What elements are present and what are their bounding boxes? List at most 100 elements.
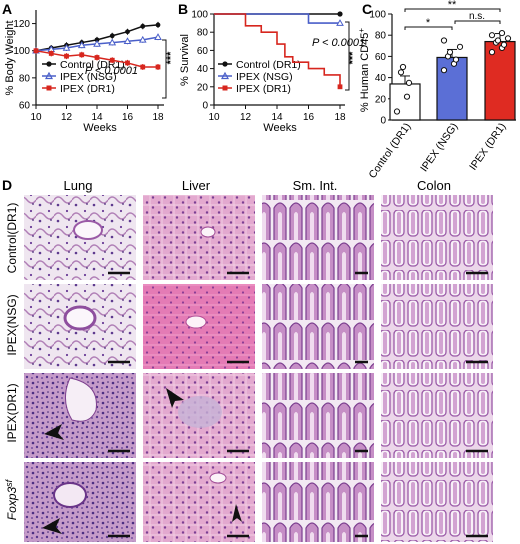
panel-b-significance: *** [347, 51, 359, 65]
legend-marker-ipex-nsg [220, 71, 230, 80]
legend-marker-control [46, 61, 52, 67]
panel-c-bar [436, 56, 468, 121]
legend-marker-ipex-nsg [44, 71, 54, 80]
panel-a-x-tick-label: 14 [91, 112, 103, 123]
micrograph-control-liver [143, 195, 255, 280]
panel-b-y-tick-label: 100 [191, 10, 208, 21]
panel-a-sig-bracket [162, 39, 167, 99]
panel-b-y-tick-label: 20 [197, 82, 209, 93]
panel-c-data-point [397, 69, 405, 76]
panel-d-histology: Lung Liver Sm. Int. Colon Control(DR1) I… [4, 178, 493, 542]
vessel-shape [200, 226, 216, 238]
panel-c-cd45-chart: % Human CD45+ ** * n.s. 0 20 40 60 80 100 Cont… [357, 0, 516, 181]
legend-label-ipex-nsg: IPEX (NSG) [60, 71, 117, 83]
micrograph-ipex-nsg-small-intestine [262, 284, 374, 369]
panel-b-sig-bracket [345, 21, 350, 91]
column-header-liver: Liver [182, 178, 211, 193]
panel-a-point [62, 43, 71, 51]
panel-b-x-tick-label: 10 [208, 112, 220, 123]
micrograph-control-small-intestine [262, 195, 374, 280]
micrograph-foxp3-liver [143, 462, 255, 542]
panel-a-point [155, 22, 161, 28]
legend-label-ipex-nsg: IPEX (NSG) [236, 71, 293, 83]
panel-c-ylabel-text: % Human CD45 [359, 33, 371, 112]
micrograph-ipex-dr1-colon [381, 373, 493, 458]
panel-a-legend: Control (DR1) IPEX (NSG) IPEX (DR1) [42, 59, 125, 95]
row-label-control-dr1: Control(DR1) [5, 203, 19, 274]
panel-a-x-tick-label: 18 [152, 112, 164, 123]
micrograph-control-colon [381, 195, 493, 280]
panel-c-y-tick-label: 80 [375, 31, 387, 42]
panel-c-data-point [494, 37, 502, 44]
sig-label-left: * [426, 17, 431, 29]
panel-c-data-point [488, 32, 496, 39]
legend-label-ipex-dr1: IPEX (DR1) [236, 83, 291, 95]
panel-c-y-tick-label: 20 [375, 94, 387, 105]
panel-c-y-tick-label: 0 [380, 116, 386, 127]
panel-b-x-tick-label: 16 [303, 112, 315, 123]
micrograph-foxp3-small-intestine [262, 462, 374, 542]
panel-c-y-tick-label: 100 [369, 10, 386, 21]
panel-c-data-point [446, 49, 454, 56]
panel-a-y-tick-label: 60 [19, 101, 31, 112]
panel-a-point [94, 37, 100, 43]
panel-b-x-tick-label: 12 [240, 112, 252, 123]
row-label-foxp3-sup: sf [4, 478, 14, 487]
panel-a-point [48, 51, 54, 56]
panel-c-data-point [399, 63, 407, 71]
row-label-foxp3: Foxp3sf [4, 478, 19, 520]
sig-bracket-left [404, 26, 453, 30]
sig-label-top: ** [448, 0, 457, 11]
panel-c-data-point [393, 108, 401, 115]
micrograph-ipex-dr1-small-intestine [262, 373, 374, 458]
panel-a-point [140, 64, 146, 70]
panel-a-point [94, 55, 100, 60]
panel-b-survival-curve [214, 13, 341, 87]
legend-marker-ipex-dr1 [46, 85, 52, 91]
panel-a-point [125, 60, 130, 66]
panel-a-pvalue: P < 0.0001 [85, 65, 138, 77]
panel-a-point [93, 39, 101, 47]
arrowhead-ipex-dr1-liver [166, 388, 184, 408]
airway-shape [63, 305, 97, 331]
panel-a-point [125, 29, 130, 35]
panel-a-y-tick-label: 80 [19, 73, 31, 84]
panel-a-x-tick-label: 16 [122, 112, 134, 123]
panel-b-end-point [337, 11, 343, 17]
panel-c-data-point [498, 29, 506, 37]
panel-b-survival-curve [214, 13, 340, 24]
panel-a-point [77, 41, 86, 49]
panel-c-data-point [440, 67, 448, 74]
panel-a-point [154, 33, 162, 40]
panel-c-data-point [504, 35, 512, 42]
legend-marker-ipex-dr1 [222, 85, 228, 91]
panel-letter-b: B [178, 1, 188, 17]
column-header-small-intestine: Sm. Int. [293, 178, 338, 193]
legend-marker-control [222, 61, 228, 67]
arrowhead-foxp3-liver [232, 504, 242, 522]
legend-label-control: Control (DR1) [60, 59, 125, 71]
arrowhead-ipex-dr1-lung [44, 424, 64, 440]
panel-a-ylabel: % Body Weight [4, 20, 16, 95]
panel-c-y-tick-label: 60 [375, 52, 387, 63]
panel-c-category-label: IPEX (NSG) [418, 121, 460, 174]
panel-a-x-tick-label: 10 [30, 112, 42, 123]
panel-c-data-point [403, 93, 411, 100]
vessel-shape [209, 472, 227, 484]
arrowhead-foxp3-lung [42, 518, 62, 534]
panel-c-data-point [500, 41, 508, 48]
panel-letter-a: A [2, 1, 12, 17]
column-header-colon: Colon [417, 178, 451, 193]
panel-b-y-tick-label: 40 [197, 64, 209, 75]
panel-a-point [109, 33, 115, 39]
panel-b-y-tick-label: 80 [197, 28, 209, 39]
panel-a-point [108, 38, 117, 46]
panel-a-y-tick-label: 100 [13, 46, 30, 57]
panel-c-data-point [452, 56, 460, 63]
sig-bracket-right [454, 20, 501, 24]
row-label-ipex-nsg: IPEX(NSG) [5, 294, 19, 355]
panel-c-ylabel-sup: + [357, 28, 366, 33]
panel-a-point [64, 53, 69, 59]
panel-a-point [123, 37, 132, 45]
